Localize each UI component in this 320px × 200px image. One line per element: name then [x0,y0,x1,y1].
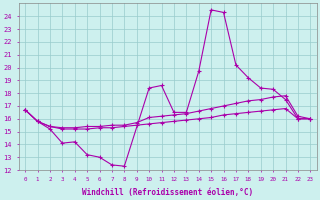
X-axis label: Windchill (Refroidissement éolien,°C): Windchill (Refroidissement éolien,°C) [82,188,253,197]
